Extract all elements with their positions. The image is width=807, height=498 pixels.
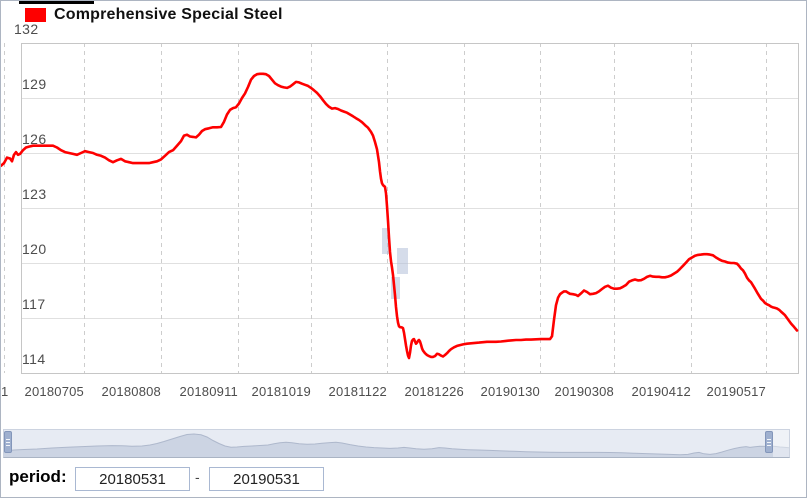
period-separator: -: [195, 469, 200, 485]
smudge-artifact: [382, 228, 390, 254]
legend-swatch-icon: [25, 8, 46, 22]
smudge-artifact: [397, 248, 408, 274]
navigator-outline: [4, 433, 789, 456]
period-start-input[interactable]: [75, 467, 190, 491]
period-row: period: -: [1, 461, 806, 497]
plot-border: [21, 43, 799, 374]
navigator-right-handle[interactable]: [765, 431, 773, 453]
price-chart-plot[interactable]: [1, 1, 807, 421]
period-label: period:: [9, 467, 67, 486]
price-line-series: [1, 72, 799, 360]
navigator-left-handle[interactable]: [4, 431, 12, 453]
legend-item[interactable]: Comprehensive Special Steel: [25, 6, 283, 24]
navigator-out-of-range: [773, 430, 789, 457]
cropped-content-artifact: [19, 1, 94, 4]
navigator-minimap: [4, 433, 789, 457]
navigator-area: [4, 434, 789, 457]
chart-title: Comprehensive Special Steel: [54, 6, 283, 23]
range-navigator[interactable]: [3, 429, 790, 458]
period-end-input[interactable]: [209, 467, 324, 491]
